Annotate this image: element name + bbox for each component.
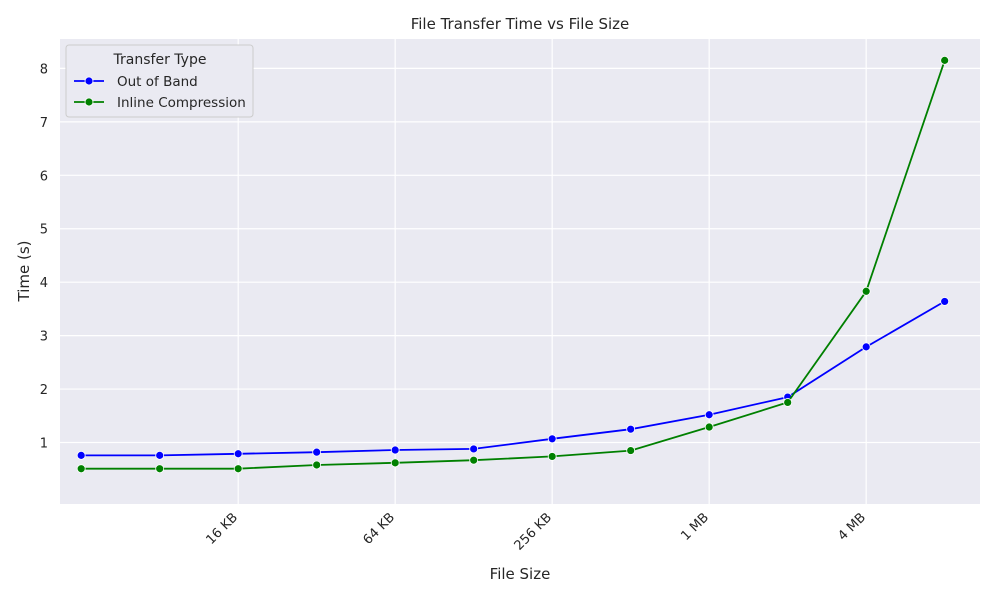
data-point <box>547 434 557 444</box>
y-axis: 1 2 3 4 5 6 7 8 <box>40 62 48 451</box>
y-tick-label: 6 <box>40 169 48 184</box>
data-point <box>155 464 165 474</box>
data-point <box>940 297 950 306</box>
data-point <box>940 55 950 65</box>
series-layer <box>76 55 950 474</box>
legend-entry: Inline Compression <box>74 95 246 111</box>
y-tick-label: 4 <box>40 276 48 291</box>
legend-box <box>65 44 254 118</box>
chart-title: File Transfer Time vs File Size <box>411 15 630 33</box>
legend: Transfer Type Out of Band Inline Compress… <box>65 44 254 118</box>
y-tick-label: 7 <box>40 116 48 131</box>
grid-lines <box>60 39 980 504</box>
y-axis-label: Time (s) <box>15 241 33 303</box>
data-point <box>547 452 557 461</box>
data-point <box>390 445 400 455</box>
data-point <box>312 447 322 457</box>
series-out-of-band <box>76 297 950 460</box>
data-point <box>783 398 793 407</box>
data-point <box>861 286 871 296</box>
legend-entry: Out of Band <box>74 74 198 90</box>
series-line <box>81 60 946 470</box>
data-point <box>704 422 714 432</box>
data-point <box>390 458 400 468</box>
legend-label: Inline Compression <box>117 95 246 111</box>
data-point <box>312 460 322 470</box>
series-line <box>81 300 946 457</box>
x-axis-label: File Size <box>490 565 551 583</box>
legend-swatch-marker <box>84 97 94 107</box>
data-point <box>76 450 86 460</box>
data-point <box>469 444 479 454</box>
legend-swatch-marker <box>84 76 94 86</box>
data-point <box>861 342 871 352</box>
series-inline-compression <box>76 55 950 474</box>
legend-label: Out of Band <box>117 74 198 90</box>
data-point <box>469 455 479 465</box>
y-tick-label: 1 <box>40 437 48 452</box>
data-point <box>233 449 243 459</box>
data-point <box>155 450 165 460</box>
y-tick-label: 8 <box>40 62 48 77</box>
data-point <box>233 464 243 474</box>
y-tick-label: 2 <box>40 383 48 398</box>
data-point <box>626 424 636 434</box>
y-tick-label: 3 <box>40 330 48 345</box>
legend-title: Transfer Type <box>113 52 207 68</box>
data-point <box>626 446 636 455</box>
data-point <box>704 410 714 420</box>
data-point <box>76 464 86 474</box>
y-tick-label: 5 <box>40 223 48 238</box>
